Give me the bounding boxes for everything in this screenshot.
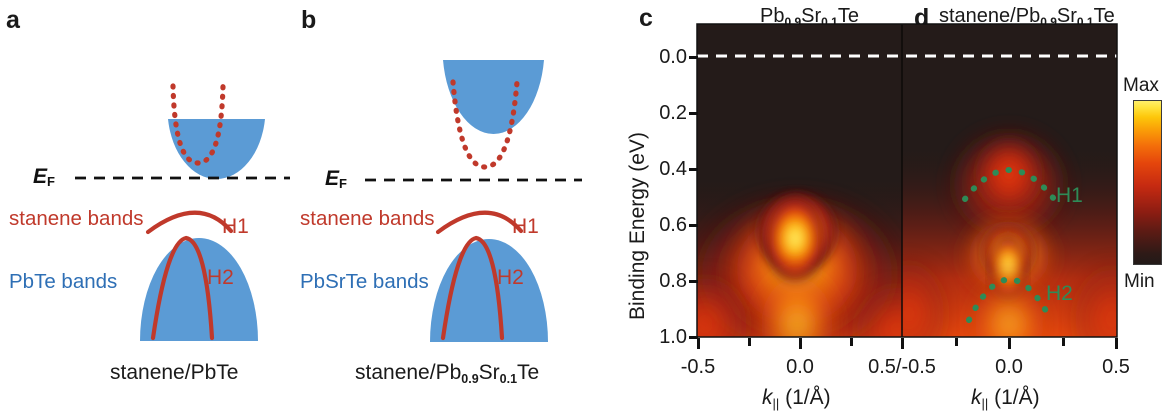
x-tick-mark-c0 (697, 338, 700, 349)
h1-label-b: H1 (512, 215, 539, 238)
arpes-map-d (902, 24, 1117, 337)
substrate-bands-label-a: PbTe bands (9, 270, 118, 293)
x-axis-title-c-k: k (762, 386, 773, 409)
h2-band-a (150, 235, 215, 341)
h2-label-b: H2 (497, 266, 524, 289)
fermi-label-a-sub: F (47, 174, 55, 189)
x-axis-title-c-sub: || (772, 396, 780, 411)
y-tick-mark-3 (689, 224, 698, 227)
x-axis-title-d: k|| (1/Å) (971, 386, 1040, 411)
x-tick-mark-c4 (901, 338, 904, 349)
h1-label-a: H1 (222, 215, 249, 238)
colorbar-max-label: Max (1123, 75, 1159, 96)
stanene-conduction-dotted-a (170, 83, 226, 166)
panel-letter-a: a (6, 6, 20, 34)
caption-b-sub1: 0.9 (461, 372, 479, 386)
h1-guide-curve (962, 167, 1057, 202)
x-tick-mark-d2 (1008, 338, 1011, 349)
stanene-bands-label-b: stanene bands (300, 207, 435, 230)
caption-b-post: Te (517, 361, 540, 384)
x-axis-title-c-unit: (1/Å) (779, 386, 831, 409)
fermi-label-a: EF (33, 165, 55, 189)
substrate-bands-label-b: PbSrTe bands (300, 270, 429, 293)
arpes-map-c (697, 24, 902, 337)
x-tick-mark-c2 (799, 338, 802, 349)
h1-band-a (145, 210, 234, 235)
stanene-conduction-dotted-b (450, 79, 520, 170)
y-tick-mark-4 (689, 280, 698, 283)
x-tick-c-mid: 0.0 (786, 356, 814, 378)
x-tick-mark-d4 (1115, 338, 1118, 349)
panel-c-title: Pb0.9Sr0.1Te (760, 5, 859, 28)
x-tick-joined: 0.5/-0.5 (868, 356, 936, 378)
h2-band-b (440, 235, 505, 341)
y-tick-3: 0.6 (659, 214, 687, 236)
x-tick-mark-d3 (1062, 338, 1065, 346)
fermi-label-b: EF (325, 167, 347, 191)
fermi-label-a-text: E (33, 165, 48, 188)
x-axis-title-d-k: k (971, 386, 982, 409)
h1-band-b (435, 210, 524, 235)
panel-a-schematic (75, 83, 290, 341)
caption-b-pre: stanene/Pb (355, 361, 462, 384)
panel-c-title-mid: Sr (801, 5, 822, 27)
caption-a: stanene/PbTe (110, 362, 238, 383)
intensity-colorbar (1133, 100, 1162, 265)
x-tick-c-min: -0.5 (680, 356, 716, 378)
fermi-label-b-sub: F (339, 176, 347, 191)
y-tick-5: 1.0 (659, 326, 687, 348)
h1-label-d: H1 (1056, 184, 1083, 207)
panel-d-title-mid: Sr (1056, 5, 1077, 27)
y-tick-mark-0 (689, 56, 698, 59)
colorbar-min-label: Min (1124, 271, 1155, 292)
conduction-band-a (168, 119, 265, 180)
x-tick-mark-d1 (955, 338, 958, 346)
conduction-band-b (443, 60, 544, 134)
x-axis-title-d-sub: || (981, 396, 989, 411)
caption-b: stanene/Pb0.9Sr0.1Te (355, 361, 540, 386)
caption-b-sub2: 0.1 (499, 372, 518, 386)
panel-c-title-post: Te (837, 5, 859, 27)
panel-d-title-pre: stanene/Pb (939, 5, 1041, 27)
arpes-image-area (696, 23, 1118, 338)
y-tick-mark-5 (689, 336, 698, 339)
panel-c-title-pre: Pb (760, 5, 785, 27)
panel-b-schematic (365, 60, 582, 342)
h2-label-d: H2 (1046, 282, 1073, 305)
panel-d-title-post: Te (1093, 5, 1115, 27)
y-tick-1: 0.2 (659, 102, 687, 124)
x-axis-title-d-unit: (1/Å) (988, 386, 1040, 409)
x-tick-d-max: 0.5 (1102, 356, 1130, 378)
x-tick-d-mid: 0.0 (995, 356, 1023, 378)
x-axis-title-c: k|| (1/Å) (762, 386, 831, 411)
y-tick-0: 0.0 (659, 46, 687, 68)
x-tick-mark-c1 (748, 338, 751, 346)
panel-letter-b: b (301, 6, 317, 34)
y-tick-4: 0.8 (659, 270, 687, 292)
panel-letter-c: c (639, 4, 653, 32)
caption-a-pre: stanene/PbTe (110, 361, 239, 384)
fermi-label-b-text: E (325, 167, 340, 190)
y-tick-2: 0.4 (659, 158, 687, 180)
h2-label-a: H2 (207, 266, 234, 289)
panel-d-title: stanene/Pb0.9Sr0.1Te (939, 5, 1115, 28)
x-tick-mark-c3 (850, 338, 853, 346)
y-tick-mark-2 (689, 168, 698, 171)
caption-b-mid: Sr (478, 361, 500, 384)
arpes-frame (696, 23, 1118, 338)
stanene-bands-label-a: stanene bands (9, 207, 144, 230)
y-tick-mark-1 (689, 112, 698, 115)
